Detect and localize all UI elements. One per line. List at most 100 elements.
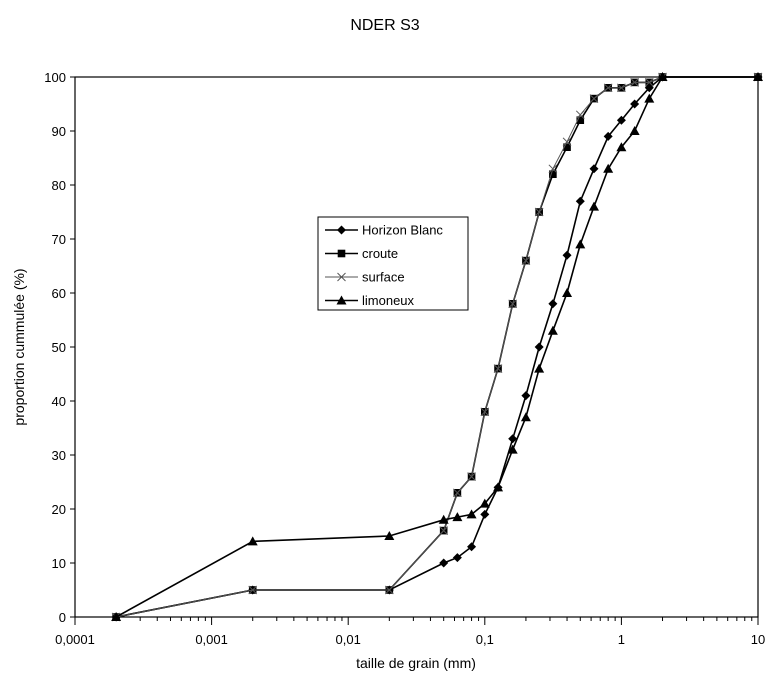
data-point: [534, 207, 544, 217]
data-point: [630, 99, 640, 109]
data-point: [603, 83, 613, 93]
x-tick-label: 0,0001: [55, 632, 95, 647]
data-point: [534, 342, 544, 352]
series-line: [115, 76, 758, 618]
x-tick-label: 1: [618, 632, 625, 647]
legend-item: Horizon Blanc: [325, 223, 443, 238]
y-tick-label: 80: [52, 178, 66, 193]
legend-label: limoneux: [362, 293, 415, 308]
data-point: [467, 472, 476, 481]
data-point: [521, 256, 531, 265]
y-tick-label: 60: [52, 286, 66, 301]
x-axis: 0,0001 0,001 0,01 0,1 1 10: [55, 617, 765, 647]
data-point: [617, 83, 626, 93]
data-point: [629, 126, 640, 135]
data-point: [384, 585, 394, 595]
data-point: [439, 526, 449, 535]
data-point: [508, 299, 518, 309]
data-point: [644, 93, 655, 103]
x-tick-label: 0,1: [476, 632, 494, 647]
x-tick-label: 10: [751, 632, 765, 647]
legend-label: Horizon Blanc: [362, 223, 443, 238]
data-point: [575, 239, 586, 249]
legend-marker: [337, 225, 346, 235]
data-point: [466, 509, 477, 519]
data-point: [452, 512, 463, 522]
y-tick-label: 70: [52, 232, 66, 247]
data-point: [603, 163, 614, 173]
data-point: [548, 299, 558, 309]
x-axis-label: taille de grain (mm): [356, 655, 476, 671]
series-line: [115, 76, 758, 618]
data-point: [493, 364, 503, 373]
data-point: [549, 170, 557, 178]
data-point: [644, 78, 654, 87]
y-tick-label: 0: [59, 610, 66, 625]
data-point: [657, 72, 668, 81]
data-point: [480, 407, 490, 417]
data-point: [576, 116, 585, 124]
legend-label: croute: [362, 246, 398, 261]
data-point: [111, 612, 122, 621]
y-tick-label: 50: [52, 340, 66, 355]
series-line: [116, 76, 758, 618]
data-point: [521, 391, 531, 401]
legend-marker: [337, 272, 346, 282]
data-point: [480, 509, 490, 519]
data-point: [575, 110, 585, 120]
series-limoneux: [111, 72, 763, 621]
series-layer: [111, 72, 763, 622]
data-point: [630, 78, 639, 87]
plot-area: [74, 76, 759, 618]
y-tick-label: 100: [44, 70, 66, 85]
y-tick-label: 20: [52, 502, 66, 517]
data-point: [562, 288, 573, 297]
x-tick-label: 0,001: [195, 632, 228, 647]
series-horizon-blanc: [111, 72, 763, 622]
data-point: [248, 585, 258, 595]
data-point: [520, 412, 531, 422]
data-point: [563, 143, 571, 151]
data-point: [467, 542, 477, 552]
y-axis: 0 10 20 30 40 50 60 70 80 90 100: [44, 70, 75, 625]
y-tick-label: 40: [52, 394, 66, 409]
data-point: [589, 164, 599, 174]
data-point: [508, 434, 518, 444]
series-line: [115, 76, 758, 618]
data-point: [575, 196, 585, 206]
legend-marker: [337, 249, 346, 258]
data-point: [547, 325, 558, 335]
data-point: [603, 131, 613, 141]
y-tick-label: 30: [52, 448, 66, 463]
data-point: [439, 558, 449, 568]
data-point: [548, 164, 558, 174]
series-surface: [111, 72, 763, 622]
y-tick-label: 90: [52, 124, 66, 139]
data-point: [438, 514, 449, 524]
legend-marker: [336, 295, 347, 305]
chart-title: NDER S3: [350, 17, 419, 34]
data-point: [534, 363, 545, 373]
data-point: [588, 201, 599, 211]
legend: Horizon Blanc croute surface limoneux: [317, 216, 469, 311]
data-point: [589, 94, 599, 103]
legend-label: surface: [362, 270, 405, 285]
data-point: [753, 72, 763, 81]
data-point: [493, 482, 504, 492]
data-point: [452, 553, 462, 563]
data-point: [616, 115, 626, 125]
plot-frame: [74, 76, 759, 618]
data-point: [247, 536, 258, 546]
series-croute: [112, 73, 762, 621]
legend-item: surface: [325, 270, 405, 285]
legend-item: limoneux: [325, 293, 415, 308]
x-tick-label: 0,01: [336, 632, 361, 647]
y-axis-label: proportion cummulée (%): [11, 268, 27, 425]
data-point: [453, 488, 462, 498]
legend-item: croute: [325, 246, 398, 261]
y-tick-label: 10: [52, 556, 66, 571]
data-point: [384, 531, 395, 540]
data-point: [562, 137, 572, 147]
data-point: [479, 498, 490, 508]
